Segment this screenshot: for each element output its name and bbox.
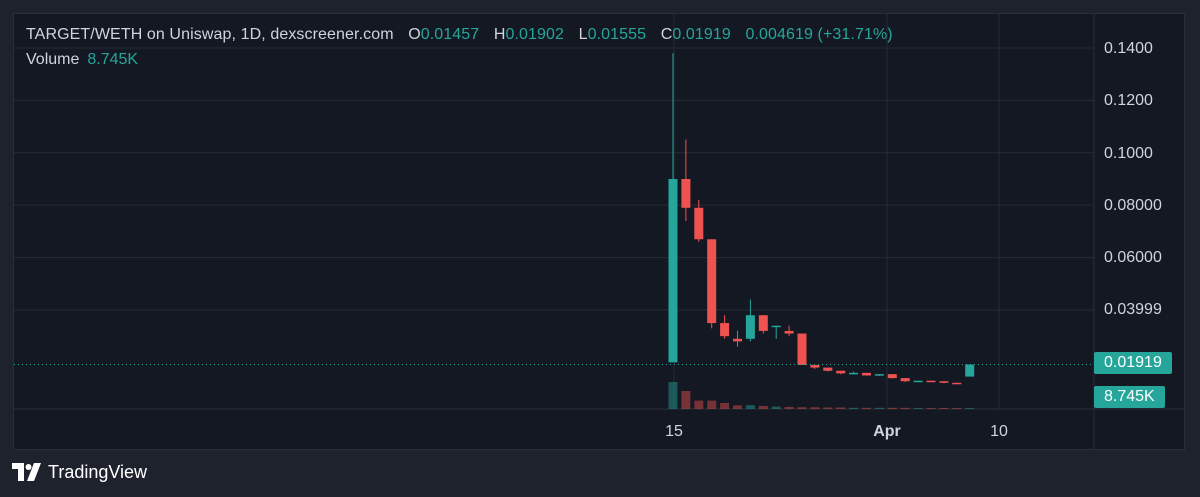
candle-body <box>720 323 730 337</box>
volume-bar <box>733 405 742 409</box>
volume-bar <box>707 400 717 409</box>
close-value: 0.01919 <box>672 26 731 43</box>
candle-body <box>913 380 923 383</box>
candle-body <box>965 364 975 377</box>
volume-bar <box>694 400 704 409</box>
low-value: 0.01555 <box>587 26 647 43</box>
open-label: O <box>408 26 421 43</box>
change-value: 0.004619 (+31.71%) <box>745 26 893 43</box>
time-tick: Apr <box>873 423 901 440</box>
candle-body <box>926 380 936 383</box>
low-label: L <box>578 26 588 43</box>
candle-body <box>900 378 910 382</box>
candle-body <box>836 370 846 374</box>
price-tick: 0.1400 <box>1104 40 1153 57</box>
tradingview-logo[interactable]: TradingView <box>12 461 147 483</box>
candle-body <box>733 338 742 342</box>
candle-body <box>862 372 871 376</box>
candle-body <box>797 333 807 365</box>
volume-bar <box>784 406 794 409</box>
candle-body <box>694 207 704 240</box>
price-tick: 0.03999 <box>1104 301 1162 318</box>
candle-body <box>939 381 949 383</box>
volume-bar <box>758 406 768 409</box>
volume-value: 8.745K <box>87 51 139 68</box>
price-tick: 0.1000 <box>1104 145 1153 162</box>
volume-bar <box>965 408 975 409</box>
volume-bar <box>720 403 730 409</box>
price-tick: 0.06000 <box>1104 249 1162 266</box>
candle-body <box>810 364 820 368</box>
ohlc-legend: TARGET/WETH on Uniswap, 1D, dexscreener.… <box>26 26 893 44</box>
tradingview-name: TradingView <box>48 461 148 482</box>
current-volume-badge: 8.745K <box>1094 386 1165 408</box>
candles <box>668 53 975 385</box>
volume-bar <box>836 407 846 409</box>
volume-bar <box>913 407 923 409</box>
volume-bar <box>668 382 678 409</box>
volume-bar <box>810 407 820 409</box>
candle-body <box>952 382 962 385</box>
candle-body <box>681 178 691 208</box>
volume-bar <box>900 407 910 409</box>
candle-body <box>887 374 897 379</box>
volume-bar <box>887 407 897 409</box>
pair-title: TARGET/WETH on Uniswap, 1D, dexscreener.… <box>26 26 394 43</box>
tradingview-icon <box>12 463 41 481</box>
volume-bar <box>849 407 859 409</box>
candle-body <box>823 367 833 371</box>
volume-legend: Volume 8.745K <box>26 51 138 69</box>
grid <box>14 14 1186 449</box>
candle-body <box>849 372 859 375</box>
volume-bar <box>874 407 884 409</box>
volume-bars <box>668 382 975 409</box>
volume-bar <box>862 407 871 409</box>
candle-body <box>771 325 781 328</box>
open-value: 0.01457 <box>420 26 480 43</box>
time-tick: 10 <box>990 423 1008 440</box>
candle-body <box>707 239 717 324</box>
candle-body <box>668 178 678 363</box>
volume-bar <box>745 405 755 409</box>
candle-body <box>784 330 794 334</box>
candle-body <box>745 315 755 339</box>
volume-label: Volume <box>26 51 80 68</box>
candle-body <box>758 315 768 331</box>
high-value: 0.01902 <box>505 26 565 43</box>
chart-frame <box>13 13 1185 450</box>
volume-bar <box>771 406 781 409</box>
volume-bar <box>823 407 833 409</box>
candle-body <box>874 374 884 376</box>
time-tick: 15 <box>665 423 683 440</box>
volume-bar <box>797 407 807 409</box>
close-label: C <box>660 26 673 43</box>
price-tick: 0.1200 <box>1104 92 1153 109</box>
volume-bar <box>952 408 962 409</box>
current-price-badge: 0.01919 <box>1094 352 1172 374</box>
high-label: H <box>493 26 506 43</box>
volume-bar <box>926 408 936 409</box>
volume-bar <box>681 391 691 409</box>
price-tick: 0.08000 <box>1104 197 1162 214</box>
volume-bar <box>939 408 949 409</box>
